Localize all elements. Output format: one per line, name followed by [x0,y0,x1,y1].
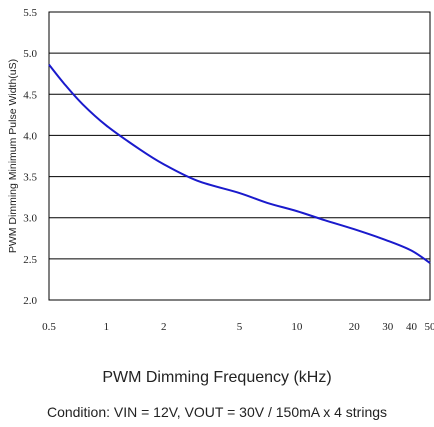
x-tick-label: 0.5 [42,321,56,333]
y-tick-labels: 2.0 2.5 3.0 3.5 4.0 4.5 5.0 5.5 [23,7,37,307]
x-tick-label: 20 [349,321,361,333]
y-tick-label: 2.0 [23,295,37,307]
y-tick-label: 3.5 [23,172,37,184]
y-tick-label: 4.5 [23,89,37,101]
y-tick-label: 5.5 [23,7,37,19]
y-tick-label: 3.0 [23,213,37,225]
x-tick-label: 5 [237,321,243,333]
x-tick-label: 40 [406,321,418,333]
grid-lines [49,11,430,301]
x-tick-label: 1 [104,321,110,333]
y-tick-label: 4.0 [23,130,37,142]
y-tick-label: 5.0 [23,48,37,60]
data-series [48,64,431,264]
y-axis-label: PWM Dimming Minimum Pulse Width(uS) [7,59,19,253]
x-tick-label: 50 [425,321,434,333]
x-tick-label: 30 [382,321,394,333]
y-tick-label: 2.5 [23,254,37,266]
plot-frame [48,11,431,301]
series-line [48,64,431,264]
x-tick-labels: 0.5 1 2 5 10 20 30 40 50 [42,321,434,333]
x-tick-label: 2 [161,321,167,333]
x-axis-label: PWM Dimming Frequency (kHz) [102,369,332,386]
x-tick-label: 10 [291,321,303,333]
condition-note: Condition: VIN = 12V, VOUT = 30V / 150mA… [46,404,388,420]
